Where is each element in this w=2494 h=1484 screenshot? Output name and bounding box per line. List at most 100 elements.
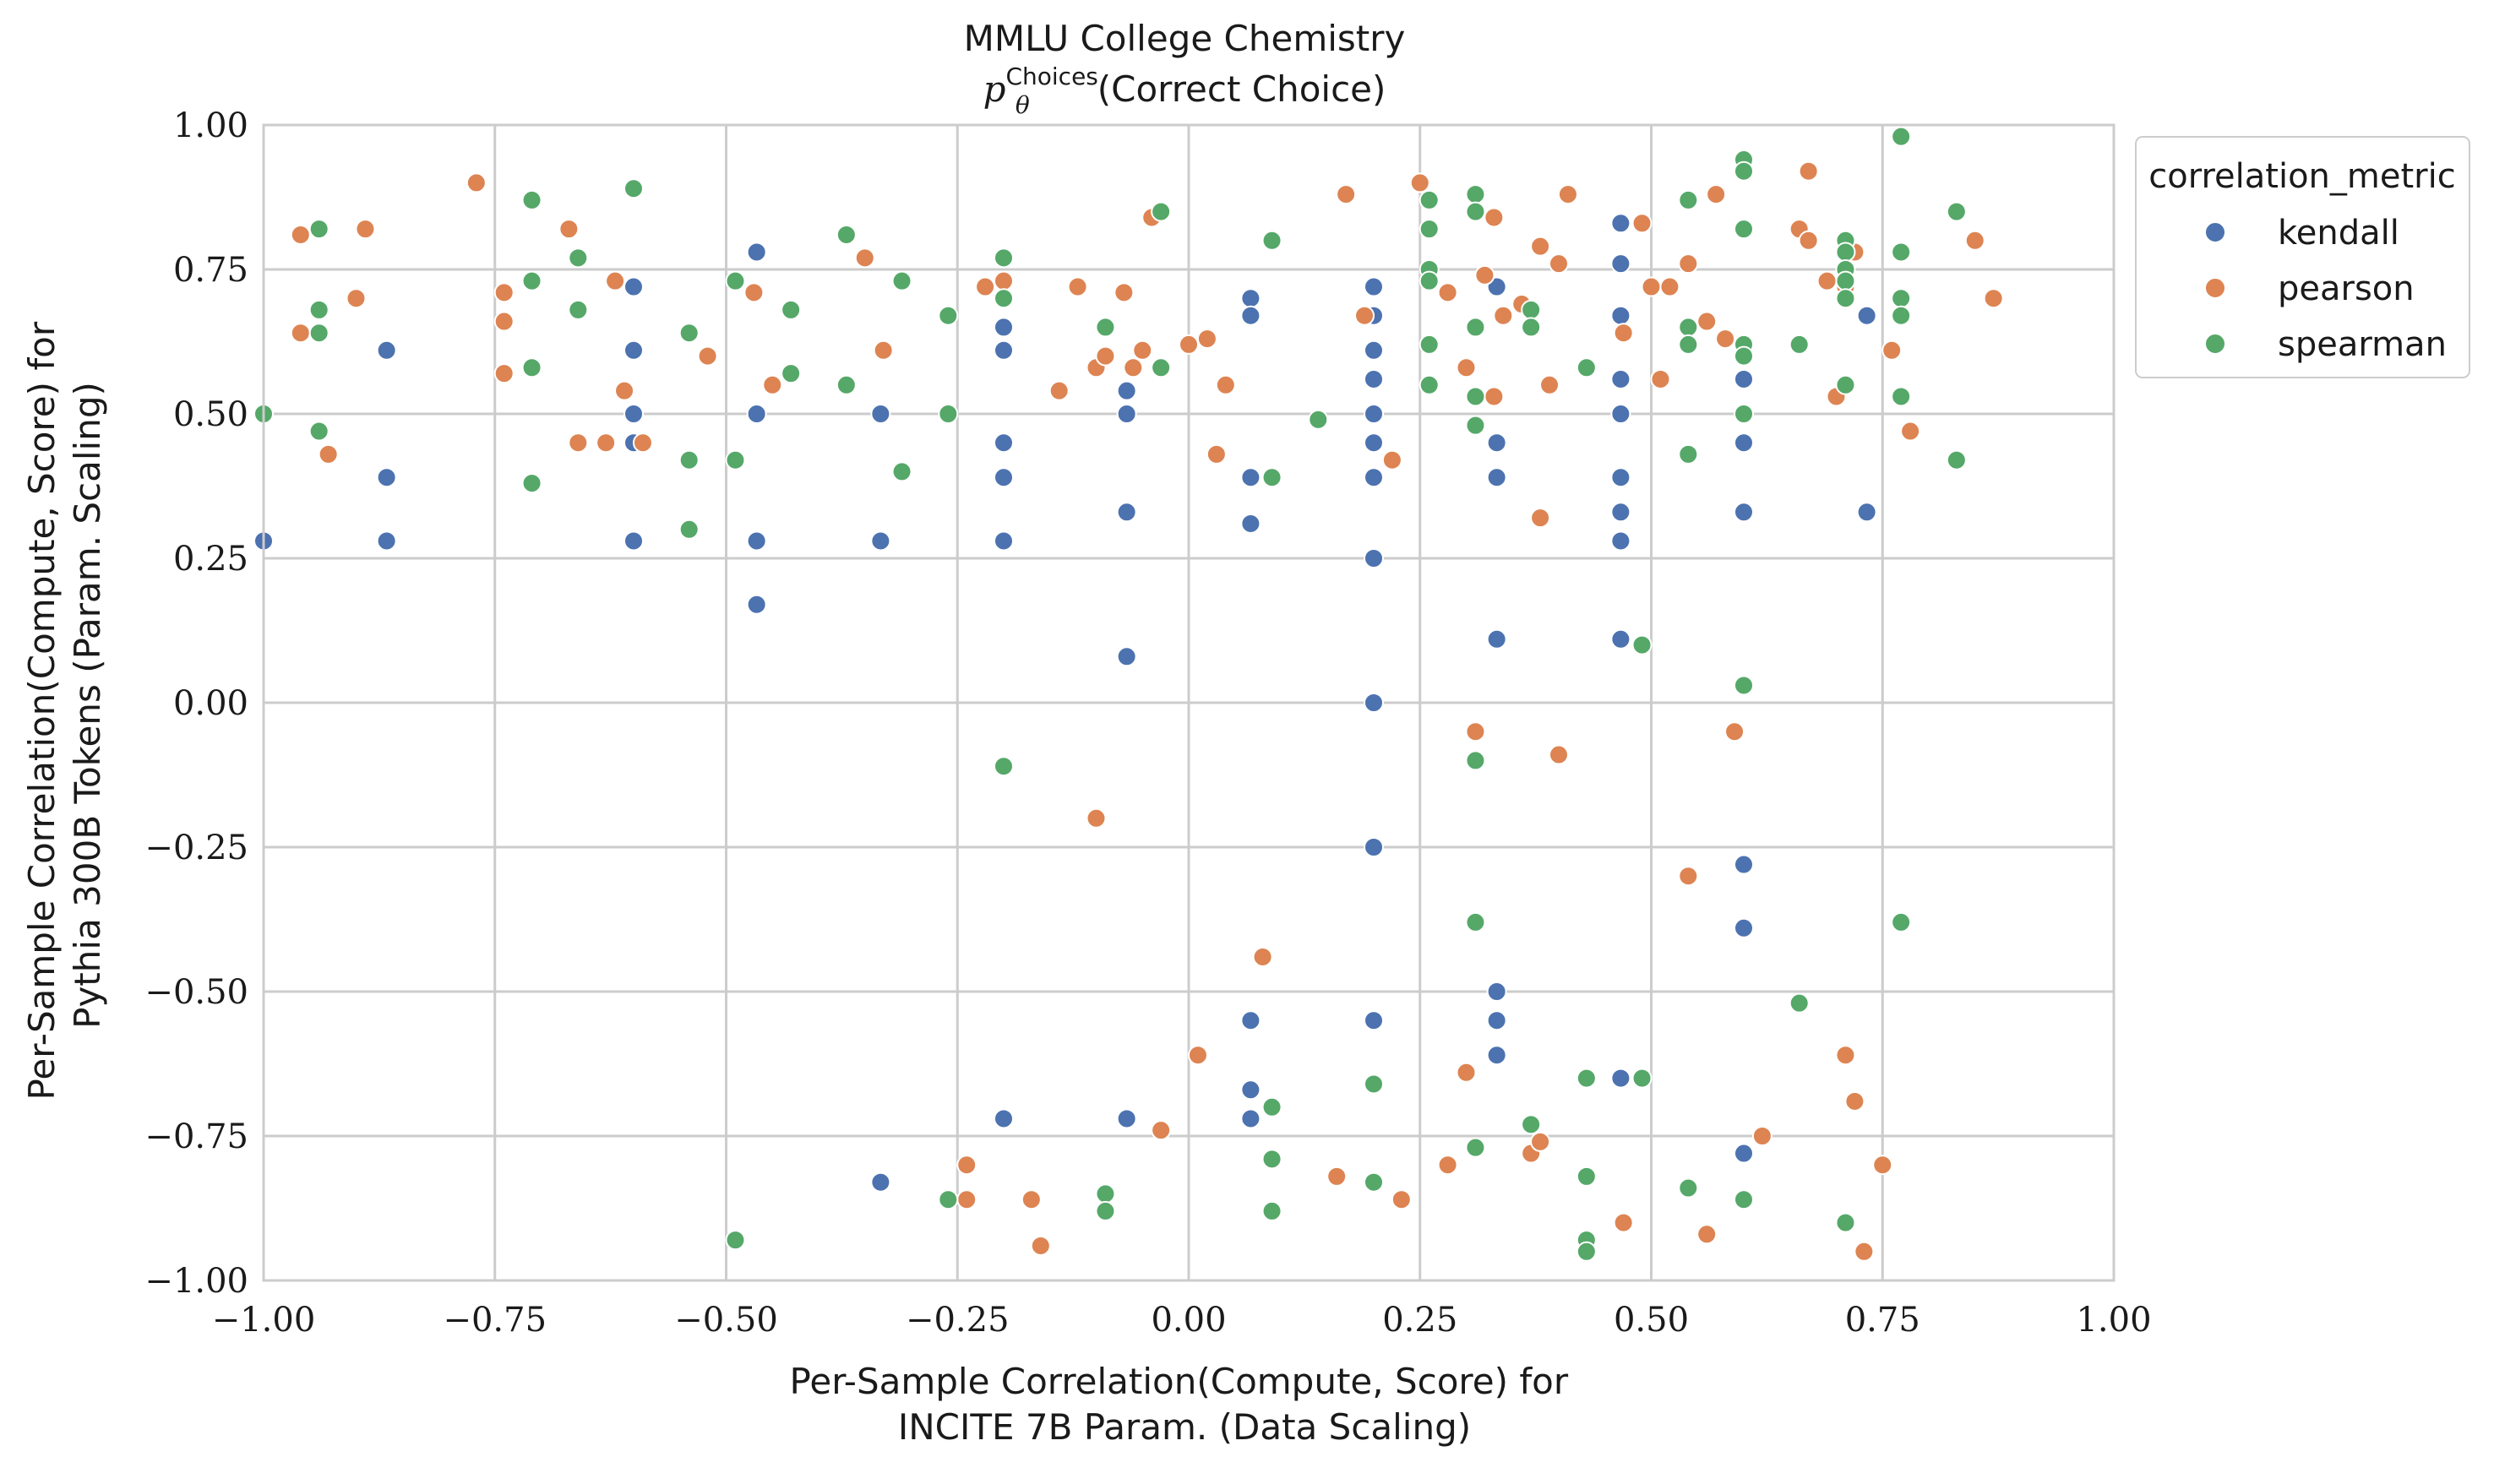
data-point-pearson bbox=[493, 363, 515, 384]
legend-box bbox=[2135, 136, 2470, 378]
data-point-pearson bbox=[558, 219, 580, 240]
legend-label-pearson: pearson bbox=[2278, 269, 2415, 308]
data-point-spearman bbox=[1734, 1189, 1754, 1210]
data-point-kendall bbox=[1734, 502, 1754, 523]
data-point-spearman bbox=[1789, 992, 1810, 1014]
data-point-spearman bbox=[1419, 334, 1440, 355]
data-point-spearman bbox=[1891, 242, 1912, 263]
data-point-kendall bbox=[1364, 693, 1384, 713]
data-point-spearman bbox=[1465, 386, 1486, 407]
data-point-kendall bbox=[1734, 368, 1754, 389]
data-point-spearman bbox=[1835, 288, 1856, 309]
data-point-spearman bbox=[781, 299, 802, 320]
data-point-spearman bbox=[1521, 317, 1542, 338]
data-point-kendall bbox=[624, 276, 644, 297]
data-point-spearman bbox=[1261, 230, 1282, 251]
data-point-kendall bbox=[1734, 917, 1754, 938]
data-point-spearman bbox=[1891, 911, 1912, 932]
data-point-pearson bbox=[697, 345, 718, 367]
data-point-pearson bbox=[1678, 253, 1699, 275]
data-point-spearman bbox=[1419, 270, 1440, 291]
data-point-pearson bbox=[1474, 264, 1495, 285]
subtitle-text: (Correct Choice) bbox=[1097, 68, 1386, 110]
data-point-spearman bbox=[1465, 184, 1486, 205]
y-tick-label: 0.50 bbox=[173, 395, 248, 434]
data-point-spearman bbox=[521, 270, 542, 291]
data-point-kendall bbox=[624, 404, 644, 424]
data-point-kendall bbox=[1610, 404, 1631, 424]
data-point-spearman bbox=[1576, 1068, 1597, 1089]
data-point-pearson bbox=[568, 432, 589, 454]
data-point-pearson bbox=[1151, 1120, 1172, 1141]
data-point-kendall bbox=[1486, 467, 1507, 488]
data-point-pearson bbox=[1215, 374, 1236, 395]
data-point-kendall bbox=[376, 340, 397, 361]
data-point-kendall bbox=[1364, 340, 1384, 361]
data-point-pearson bbox=[1530, 508, 1551, 529]
data-point-spearman bbox=[1891, 288, 1912, 309]
data-point-kendall bbox=[1116, 1108, 1137, 1129]
data-point-pearson bbox=[1549, 744, 1569, 765]
data-point-spearman bbox=[1465, 1137, 1486, 1158]
data-point-pearson bbox=[1964, 230, 1985, 251]
data-point-spearman bbox=[308, 219, 329, 240]
x-tick-label: 0.75 bbox=[1845, 1301, 1920, 1340]
data-point-spearman bbox=[624, 178, 644, 199]
data-point-pearson bbox=[1706, 184, 1727, 205]
data-point-kendall bbox=[1364, 1010, 1384, 1031]
data-point-kendall bbox=[1856, 305, 1877, 326]
data-point-spearman bbox=[1734, 404, 1754, 424]
x-axis-label-line1: Per-Sample Correlation(Compute, Score) f… bbox=[790, 1361, 1569, 1402]
data-point-pearson bbox=[1206, 443, 1227, 465]
data-point-kendall bbox=[994, 1108, 1014, 1129]
data-point-kendall bbox=[1240, 1079, 1261, 1101]
data-point-kendall bbox=[1610, 368, 1631, 389]
data-point-kendall bbox=[1364, 432, 1384, 454]
data-point-pearson bbox=[355, 219, 376, 240]
data-point-pearson bbox=[1696, 311, 1718, 332]
data-point-pearson bbox=[1881, 340, 1903, 361]
data-point-pearson bbox=[1391, 1189, 1412, 1210]
data-point-pearson bbox=[1437, 282, 1458, 303]
data-point-spearman bbox=[1576, 1241, 1597, 1262]
data-point-spearman bbox=[1734, 345, 1754, 367]
y-tick-label: 0.75 bbox=[173, 251, 248, 290]
x-tick-label: 1.00 bbox=[2076, 1301, 2151, 1340]
data-point-kendall bbox=[1116, 646, 1137, 667]
data-point-spearman bbox=[1261, 1149, 1282, 1170]
data-point-pearson bbox=[1872, 1155, 1893, 1176]
data-point-pearson bbox=[632, 432, 653, 454]
data-point-kendall bbox=[994, 432, 1014, 454]
data-point-pearson bbox=[290, 224, 311, 245]
data-point-pearson bbox=[596, 432, 617, 454]
data-point-pearson bbox=[1030, 1235, 1051, 1256]
data-point-pearson bbox=[1678, 866, 1699, 887]
data-point-spearman bbox=[1465, 911, 1486, 932]
data-point-pearson bbox=[1132, 340, 1153, 361]
data-point-pearson bbox=[1336, 184, 1357, 205]
data-point-spearman bbox=[1678, 443, 1699, 465]
data-point-kendall bbox=[870, 404, 891, 424]
data-point-kendall bbox=[1116, 380, 1137, 401]
data-point-pearson bbox=[346, 288, 367, 309]
data-point-pearson bbox=[1844, 1090, 1865, 1112]
data-point-kendall bbox=[1240, 1108, 1261, 1129]
data-point-spearman bbox=[1576, 357, 1597, 378]
chart-subtitle: pChoices θ (Correct Choice) bbox=[983, 63, 1386, 119]
data-point-pearson bbox=[1456, 1062, 1477, 1083]
data-point-kendall bbox=[1734, 432, 1754, 454]
data-point-pearson bbox=[1900, 421, 1921, 442]
data-point-pearson bbox=[873, 340, 894, 361]
data-point-kendall bbox=[624, 530, 644, 552]
data-point-pearson bbox=[1798, 160, 1819, 182]
data-point-pearson bbox=[1086, 807, 1107, 829]
data-point-pearson bbox=[1095, 345, 1116, 367]
plot-frame bbox=[262, 123, 2116, 1282]
data-point-spearman bbox=[1465, 750, 1486, 771]
legend-title: correlation_metric bbox=[2148, 157, 2455, 196]
data-point-pearson bbox=[1530, 1131, 1551, 1152]
data-point-pearson bbox=[1835, 1045, 1856, 1066]
x-tick-label: 0.25 bbox=[1382, 1301, 1457, 1340]
data-point-spearman bbox=[1678, 189, 1699, 210]
data-point-kendall bbox=[1610, 213, 1631, 234]
